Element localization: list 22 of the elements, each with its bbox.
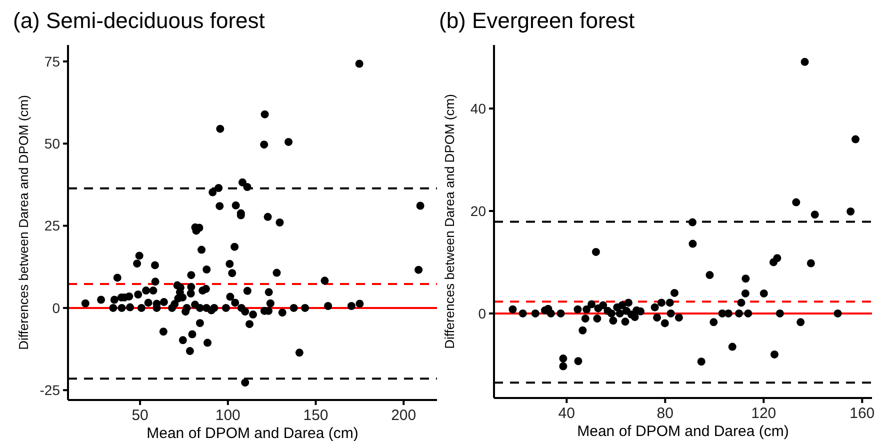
y-tick-label: -25 — [40, 382, 60, 398]
y-tick-label: 20 — [470, 202, 486, 219]
x-tick-label: 200 — [391, 407, 416, 424]
y-tick-label: 25 — [44, 218, 60, 234]
y-tick-label: 75 — [44, 53, 60, 70]
y-tick-label: 40 — [470, 100, 486, 116]
y-tick-label: 0 — [478, 305, 486, 322]
y-axis-title: Differences between Darea and DPOM (cm) — [442, 94, 457, 349]
x-tick-label: 100 — [215, 407, 240, 424]
x-tick-label: 150 — [303, 407, 328, 424]
x-tick-label: 120 — [751, 405, 776, 422]
x-tick-label: 80 — [656, 405, 674, 422]
x-tick-label: 40 — [558, 405, 575, 422]
x-tick-label: 50 — [132, 407, 148, 424]
y-tick-label: 0 — [52, 300, 60, 316]
y-tick-label: 50 — [44, 136, 60, 152]
x-tick-label: 160 — [850, 405, 875, 422]
chart-title: (b) Evergreen forest — [439, 8, 635, 33]
x-axis-title: Mean of DPOM and Darea (cm) — [146, 425, 358, 441]
y-axis-title: Differences between Darea and DPOM (cm) — [16, 95, 31, 350]
x-axis-title: Mean of DPOM and Darea (cm) — [577, 423, 789, 440]
chart-title: (a) Semi-deciduous forest — [13, 8, 265, 33]
